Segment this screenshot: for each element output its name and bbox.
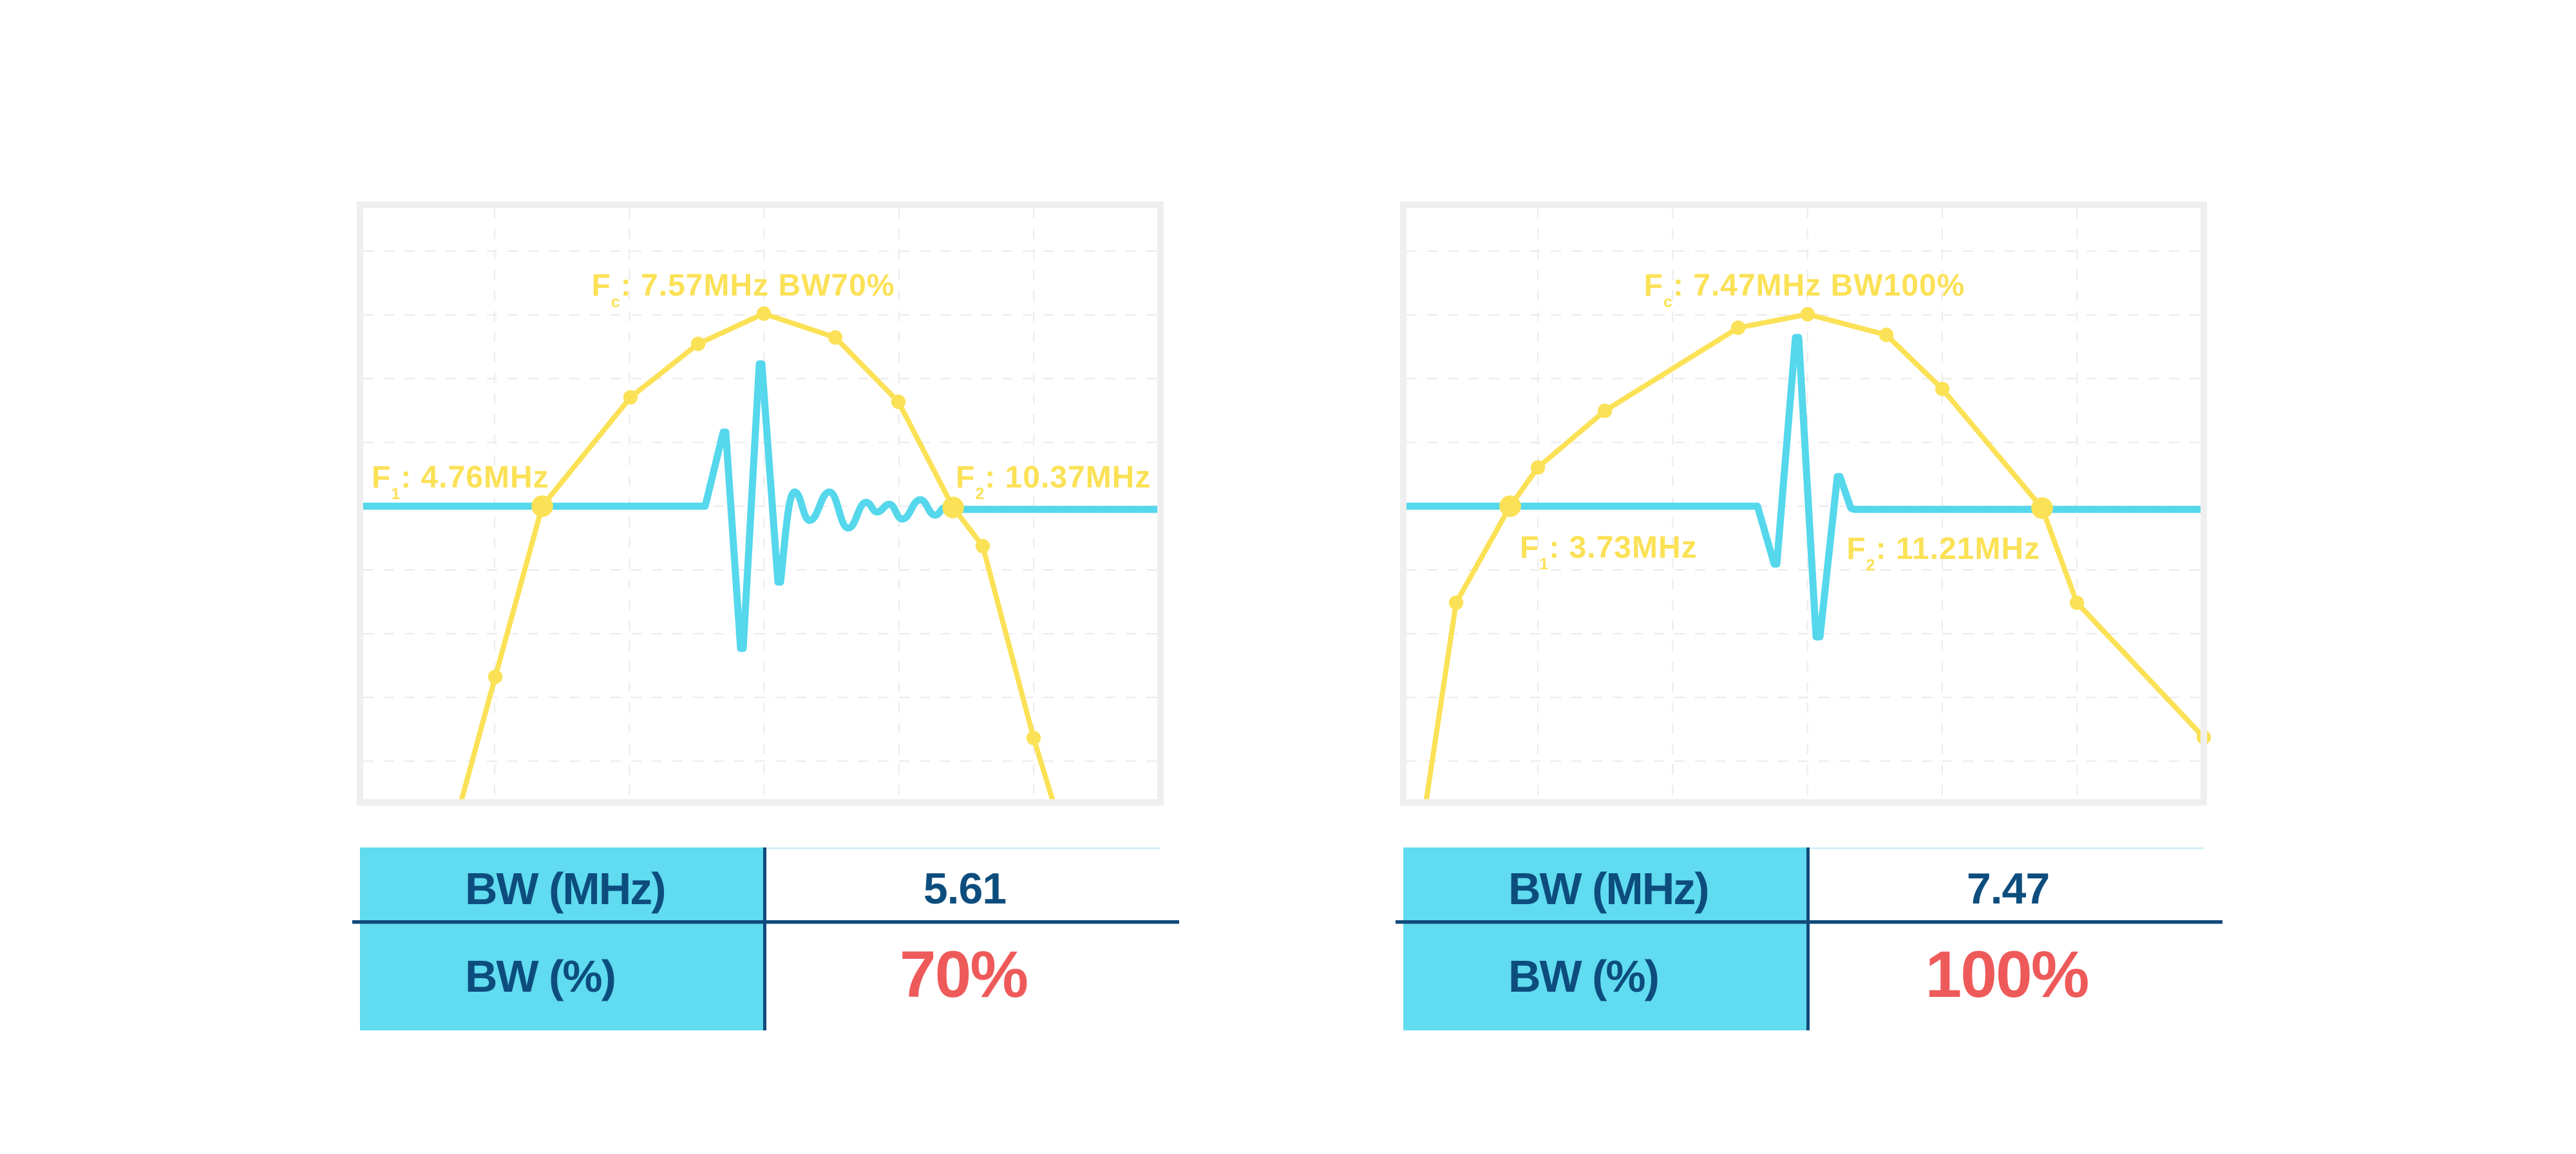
svg-text:7.47: 7.47	[1967, 864, 2049, 913]
svg-text:70%: 70%	[900, 938, 1027, 1011]
svg-text:BW (MHz): BW (MHz)	[1508, 864, 1709, 914]
svg-text:100%: 100%	[1926, 938, 2088, 1011]
svg-text:BW (MHz): BW (MHz)	[465, 864, 665, 914]
svg-text:F1: 3.73MHz: F1: 3.73MHz	[1520, 531, 1698, 573]
svg-text:Fc: 7.47MHz BW100%: Fc: 7.47MHz BW100%	[1644, 269, 1965, 311]
svg-text:F2: 10.37MHz: F2: 10.37MHz	[956, 460, 1151, 503]
svg-text:BW (%): BW (%)	[465, 951, 615, 1001]
svg-text:F2: 11.21MHz: F2: 11.21MHz	[1846, 532, 2040, 574]
svg-text:BW (%): BW (%)	[1508, 951, 1658, 1001]
svg-text:Fc: 7.57MHz BW70%: Fc: 7.57MHz BW70%	[592, 269, 895, 311]
svg-text:5.61: 5.61	[923, 864, 1006, 913]
svg-text:F1: 4.76MHz: F1: 4.76MHz	[372, 460, 549, 503]
